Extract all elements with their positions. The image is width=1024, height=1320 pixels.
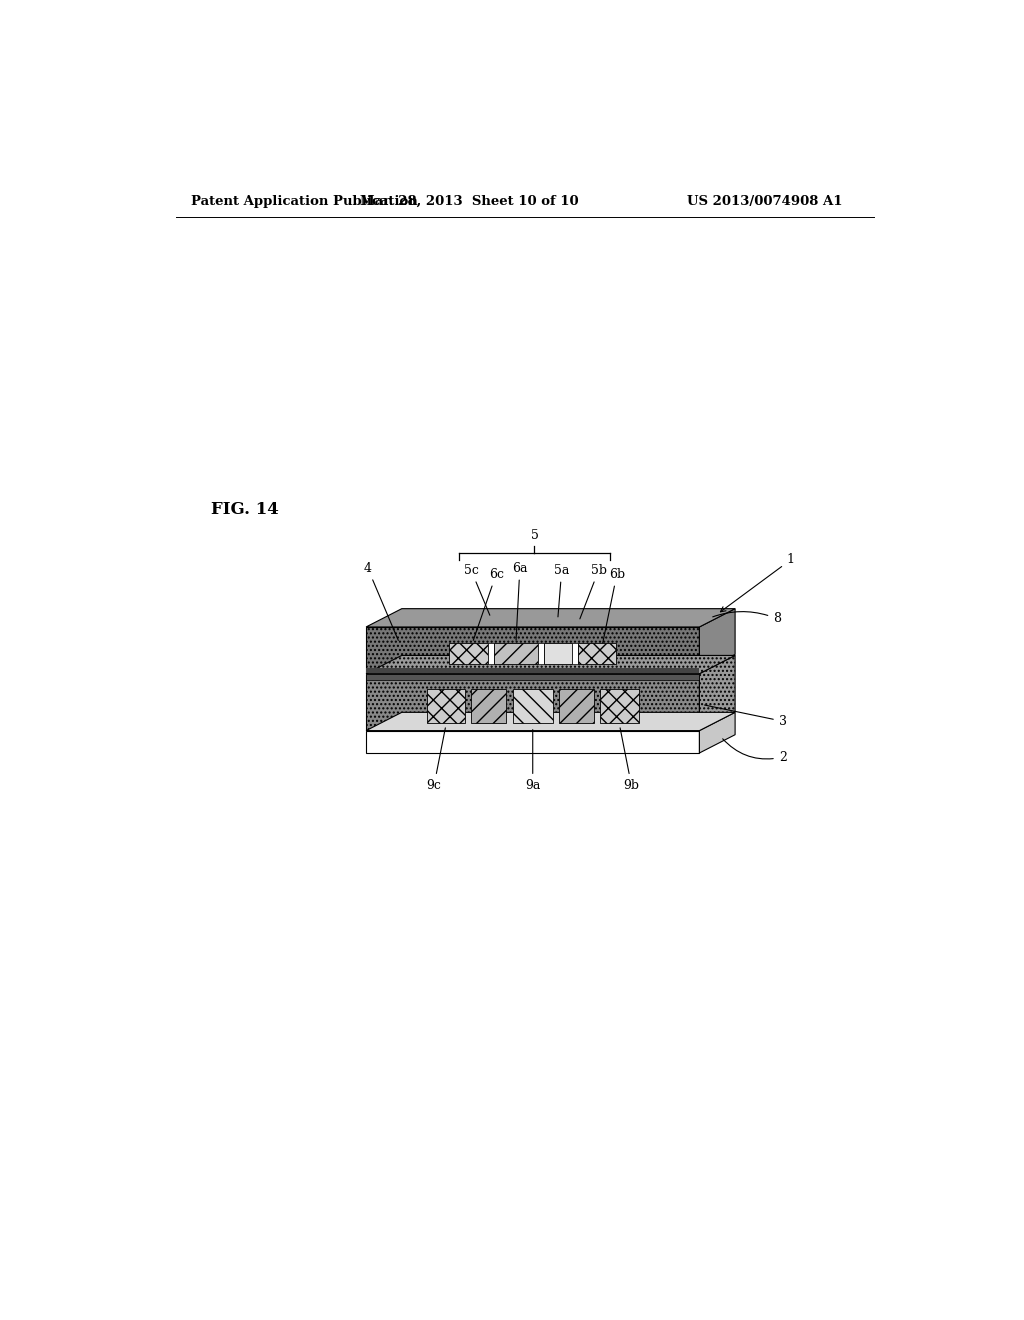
Text: 9b: 9b: [621, 727, 639, 792]
Bar: [367, 627, 699, 673]
Polygon shape: [367, 656, 735, 673]
Bar: [367, 731, 699, 752]
Text: US 2013/0074908 A1: US 2013/0074908 A1: [687, 194, 842, 207]
Text: FIG. 14: FIG. 14: [211, 500, 280, 517]
Polygon shape: [367, 713, 735, 731]
Text: 5c: 5c: [464, 564, 489, 615]
Text: 6a: 6a: [512, 561, 527, 640]
Bar: [559, 689, 594, 723]
Text: 6c: 6c: [473, 568, 504, 640]
Text: 5a: 5a: [554, 564, 569, 616]
Bar: [427, 689, 465, 723]
Bar: [538, 643, 544, 664]
Bar: [571, 643, 578, 664]
Text: 8: 8: [713, 611, 781, 626]
Text: 1: 1: [721, 553, 795, 611]
Bar: [367, 673, 699, 680]
Text: 6b: 6b: [601, 568, 625, 648]
Bar: [513, 689, 553, 723]
Bar: [578, 643, 616, 664]
Bar: [544, 643, 571, 664]
Text: 5b: 5b: [580, 564, 606, 619]
Polygon shape: [699, 656, 735, 730]
Text: 9a: 9a: [525, 730, 541, 792]
Bar: [471, 689, 506, 723]
Polygon shape: [699, 609, 735, 673]
Bar: [367, 673, 699, 730]
Bar: [600, 689, 639, 723]
Polygon shape: [699, 713, 735, 752]
Text: 9c: 9c: [427, 727, 445, 792]
Text: 4: 4: [364, 561, 398, 640]
Bar: [487, 643, 495, 664]
Bar: [495, 643, 538, 664]
Bar: [450, 643, 487, 664]
Text: 2: 2: [723, 739, 786, 763]
Text: Patent Application Publication: Patent Application Publication: [191, 194, 418, 207]
Text: Mar. 28, 2013  Sheet 10 of 10: Mar. 28, 2013 Sheet 10 of 10: [359, 194, 579, 207]
Bar: [367, 668, 699, 673]
Text: 5: 5: [530, 529, 539, 543]
Polygon shape: [367, 609, 735, 627]
Text: 3: 3: [705, 705, 786, 727]
